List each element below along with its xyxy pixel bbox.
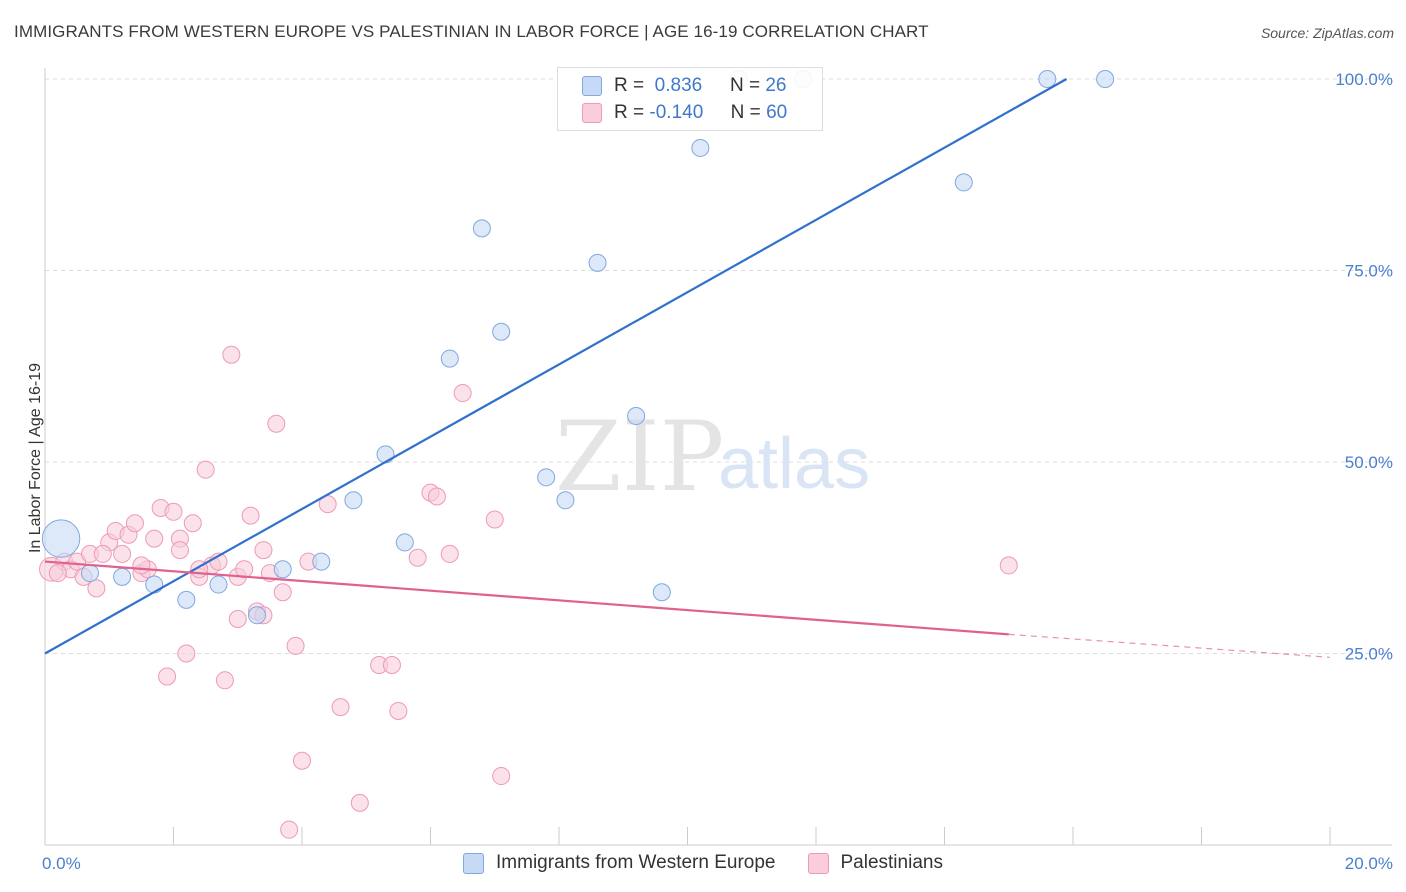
data-point [1096, 70, 1115, 88]
data-point [125, 514, 144, 533]
y-tick-label: 100.0% [1335, 70, 1393, 89]
axes [44, 68, 1392, 846]
data-point [145, 575, 164, 594]
legend-label: Palestinians [840, 852, 943, 873]
trend-line-extension [1008, 633, 1331, 658]
legend-row-palestinians: R = -0.140 N = 60 [582, 101, 787, 125]
legend-item-western-europe[interactable]: Immigrants from Western Europe [463, 852, 776, 874]
data-point [254, 541, 273, 560]
data-point [158, 667, 177, 686]
legend-swatch-pink [807, 852, 829, 874]
legend-item-palestinians[interactable]: Palestinians [807, 852, 943, 874]
data-point [48, 564, 67, 583]
stats-legend: R = 0.836 N = 26 R = -0.140 N = 60 [557, 67, 823, 131]
data-point [588, 253, 607, 272]
data-point [183, 514, 202, 533]
data-point [267, 414, 286, 433]
data-point [1038, 70, 1057, 88]
legend-n-label: N = [730, 102, 761, 123]
y-tick-label: 25.0% [1345, 645, 1393, 664]
data-point [331, 698, 350, 717]
data-point [196, 460, 215, 479]
legend-r-label: R = [614, 102, 645, 123]
x-tick-label: 20.0% [1345, 854, 1393, 873]
legend-label: Immigrants from Western Europe [496, 852, 776, 873]
legend-row-western-europe: R = 0.836 N = 26 [582, 74, 786, 98]
data-point [241, 506, 260, 525]
trend-line [44, 560, 1009, 636]
data-point [389, 701, 408, 720]
data-point [556, 491, 575, 510]
trend-lines [44, 78, 1331, 658]
legend-r-label: R = [614, 75, 645, 96]
legend-n-value: 60 [766, 102, 788, 123]
chart-title: IMMIGRANTS FROM WESTERN EUROPE VS PALEST… [14, 22, 929, 41]
data-point [170, 541, 189, 560]
watermark-atlas: atlas [718, 424, 870, 504]
data-point [350, 793, 369, 812]
data-point [235, 560, 254, 579]
legend-r-value: -0.140 [649, 102, 704, 123]
data-point [408, 548, 427, 567]
data-point [440, 349, 459, 368]
data-point [132, 556, 151, 575]
data-point [209, 575, 228, 594]
data-point [652, 583, 671, 602]
data-point [999, 556, 1018, 575]
legend-n-value: 26 [765, 75, 787, 96]
data-point [395, 533, 414, 552]
data-point [228, 610, 247, 629]
legend-swatch-pink [582, 103, 602, 123]
y-tick-label: 75.0% [1345, 262, 1393, 281]
data-point [164, 502, 183, 521]
data-point [248, 606, 267, 625]
tick-labels: 25.0% 50.0% 75.0% 100.0% 0.0% 20.0% [42, 70, 1393, 873]
data-point [382, 655, 401, 674]
data-point [177, 644, 196, 663]
data-point [492, 322, 511, 341]
series-western-europe [41, 70, 1115, 625]
data-point [145, 529, 164, 548]
bottom-legend: Immigrants from Western Europe Palestini… [0, 852, 1406, 874]
data-point [485, 510, 504, 529]
data-point [427, 487, 446, 506]
grid [45, 78, 1392, 654]
data-point [344, 491, 363, 510]
data-point [41, 519, 81, 558]
data-point [691, 138, 710, 157]
legend-n-label: N = [729, 75, 761, 96]
data-point [273, 583, 292, 602]
data-point [80, 564, 99, 583]
data-point [273, 560, 292, 579]
data-point [440, 544, 459, 563]
source-label: Source: ZipAtlas.com [1260, 25, 1394, 41]
legend-swatch-blue [463, 852, 485, 874]
y-axis-label: In Labor Force | Age 16-19 [27, 362, 44, 554]
data-point [215, 671, 234, 690]
x-tick-label: 0.0% [42, 854, 81, 873]
data-point [472, 219, 491, 238]
data-point [177, 590, 196, 609]
data-point [376, 445, 395, 464]
data-point [87, 579, 106, 598]
data-point [312, 552, 331, 571]
data-point [492, 767, 511, 786]
data-point [537, 468, 556, 487]
data-point [113, 567, 132, 586]
data-point [954, 173, 973, 192]
data-point [453, 384, 472, 403]
data-point [93, 544, 112, 563]
trend-line [44, 78, 1068, 655]
legend-r-value: 0.836 [654, 75, 703, 96]
data-point [293, 751, 311, 770]
data-point [627, 407, 646, 426]
legend-swatch-blue [582, 76, 602, 96]
y-tick-label: 50.0% [1345, 453, 1393, 472]
data-point [280, 820, 299, 839]
data-point [222, 345, 241, 364]
data-point [113, 544, 132, 563]
data-point [286, 636, 305, 655]
